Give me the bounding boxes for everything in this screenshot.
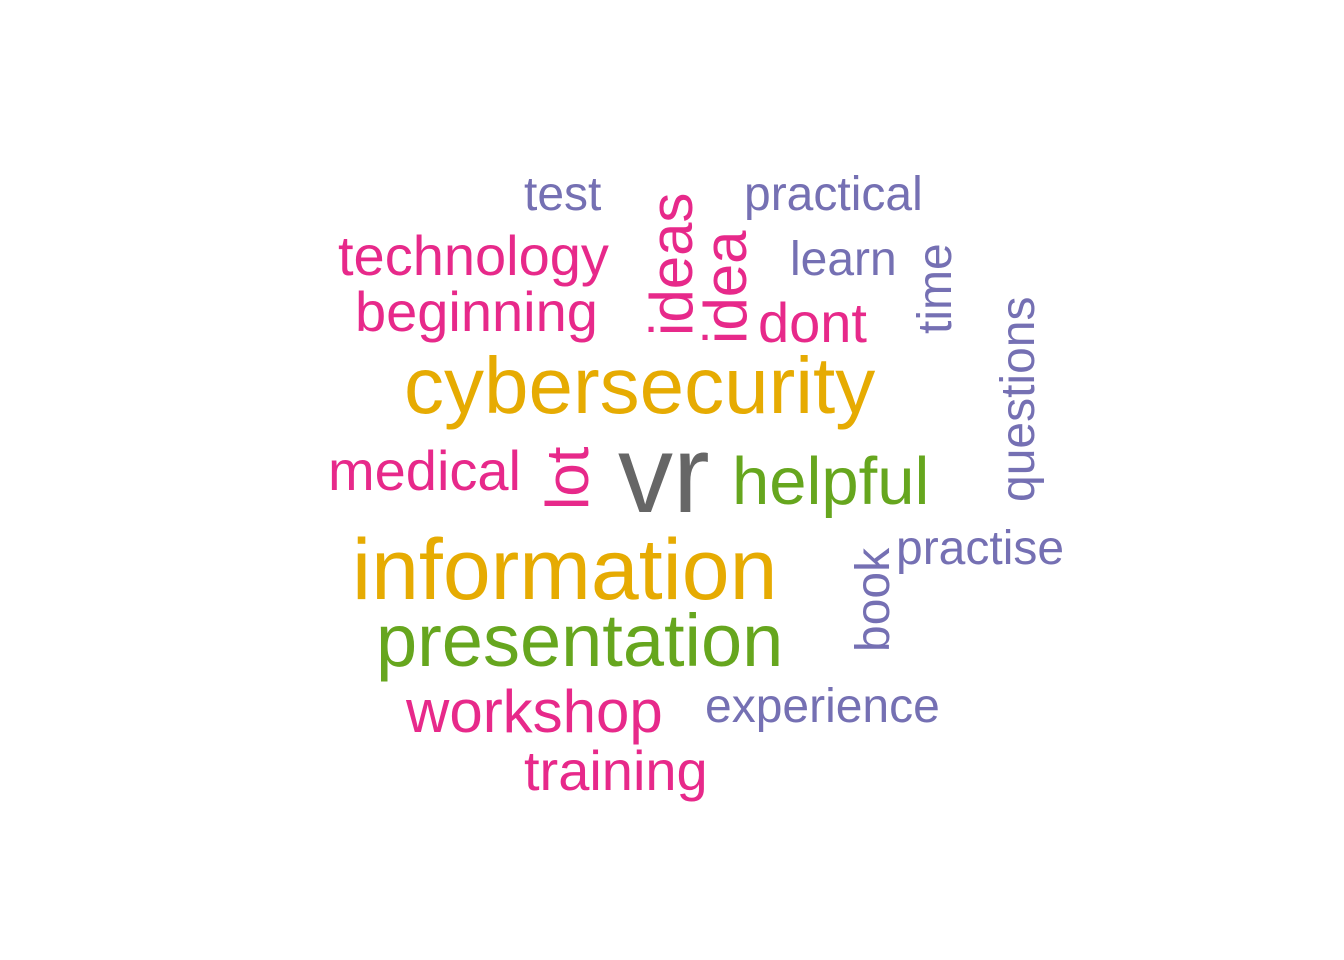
word-presentation: presentation [376, 599, 784, 682]
word-learn: learn [790, 233, 897, 286]
word-dont: dont [758, 291, 867, 354]
word-training: training [524, 739, 708, 802]
word-practise: practise [896, 522, 1065, 575]
word-questions: questions [992, 296, 1045, 502]
word-medical: medical [328, 439, 521, 502]
word-time: time [909, 243, 962, 334]
word-lot: lot [534, 446, 601, 510]
word-helpful: helpful [732, 444, 930, 519]
word-vr: vr [618, 413, 710, 536]
word-practical: practical [744, 168, 923, 221]
word-cybersecurity: cybersecurity [404, 341, 876, 430]
word-idea: idea [692, 230, 759, 344]
word-book: book [847, 547, 900, 652]
word-technology: technology [338, 224, 609, 287]
word-test: test [524, 168, 602, 221]
word-beginning: beginning [355, 280, 598, 343]
word-workshop: workshop [406, 678, 663, 745]
word-experience: experience [705, 680, 940, 733]
word-information: information [352, 522, 778, 618]
